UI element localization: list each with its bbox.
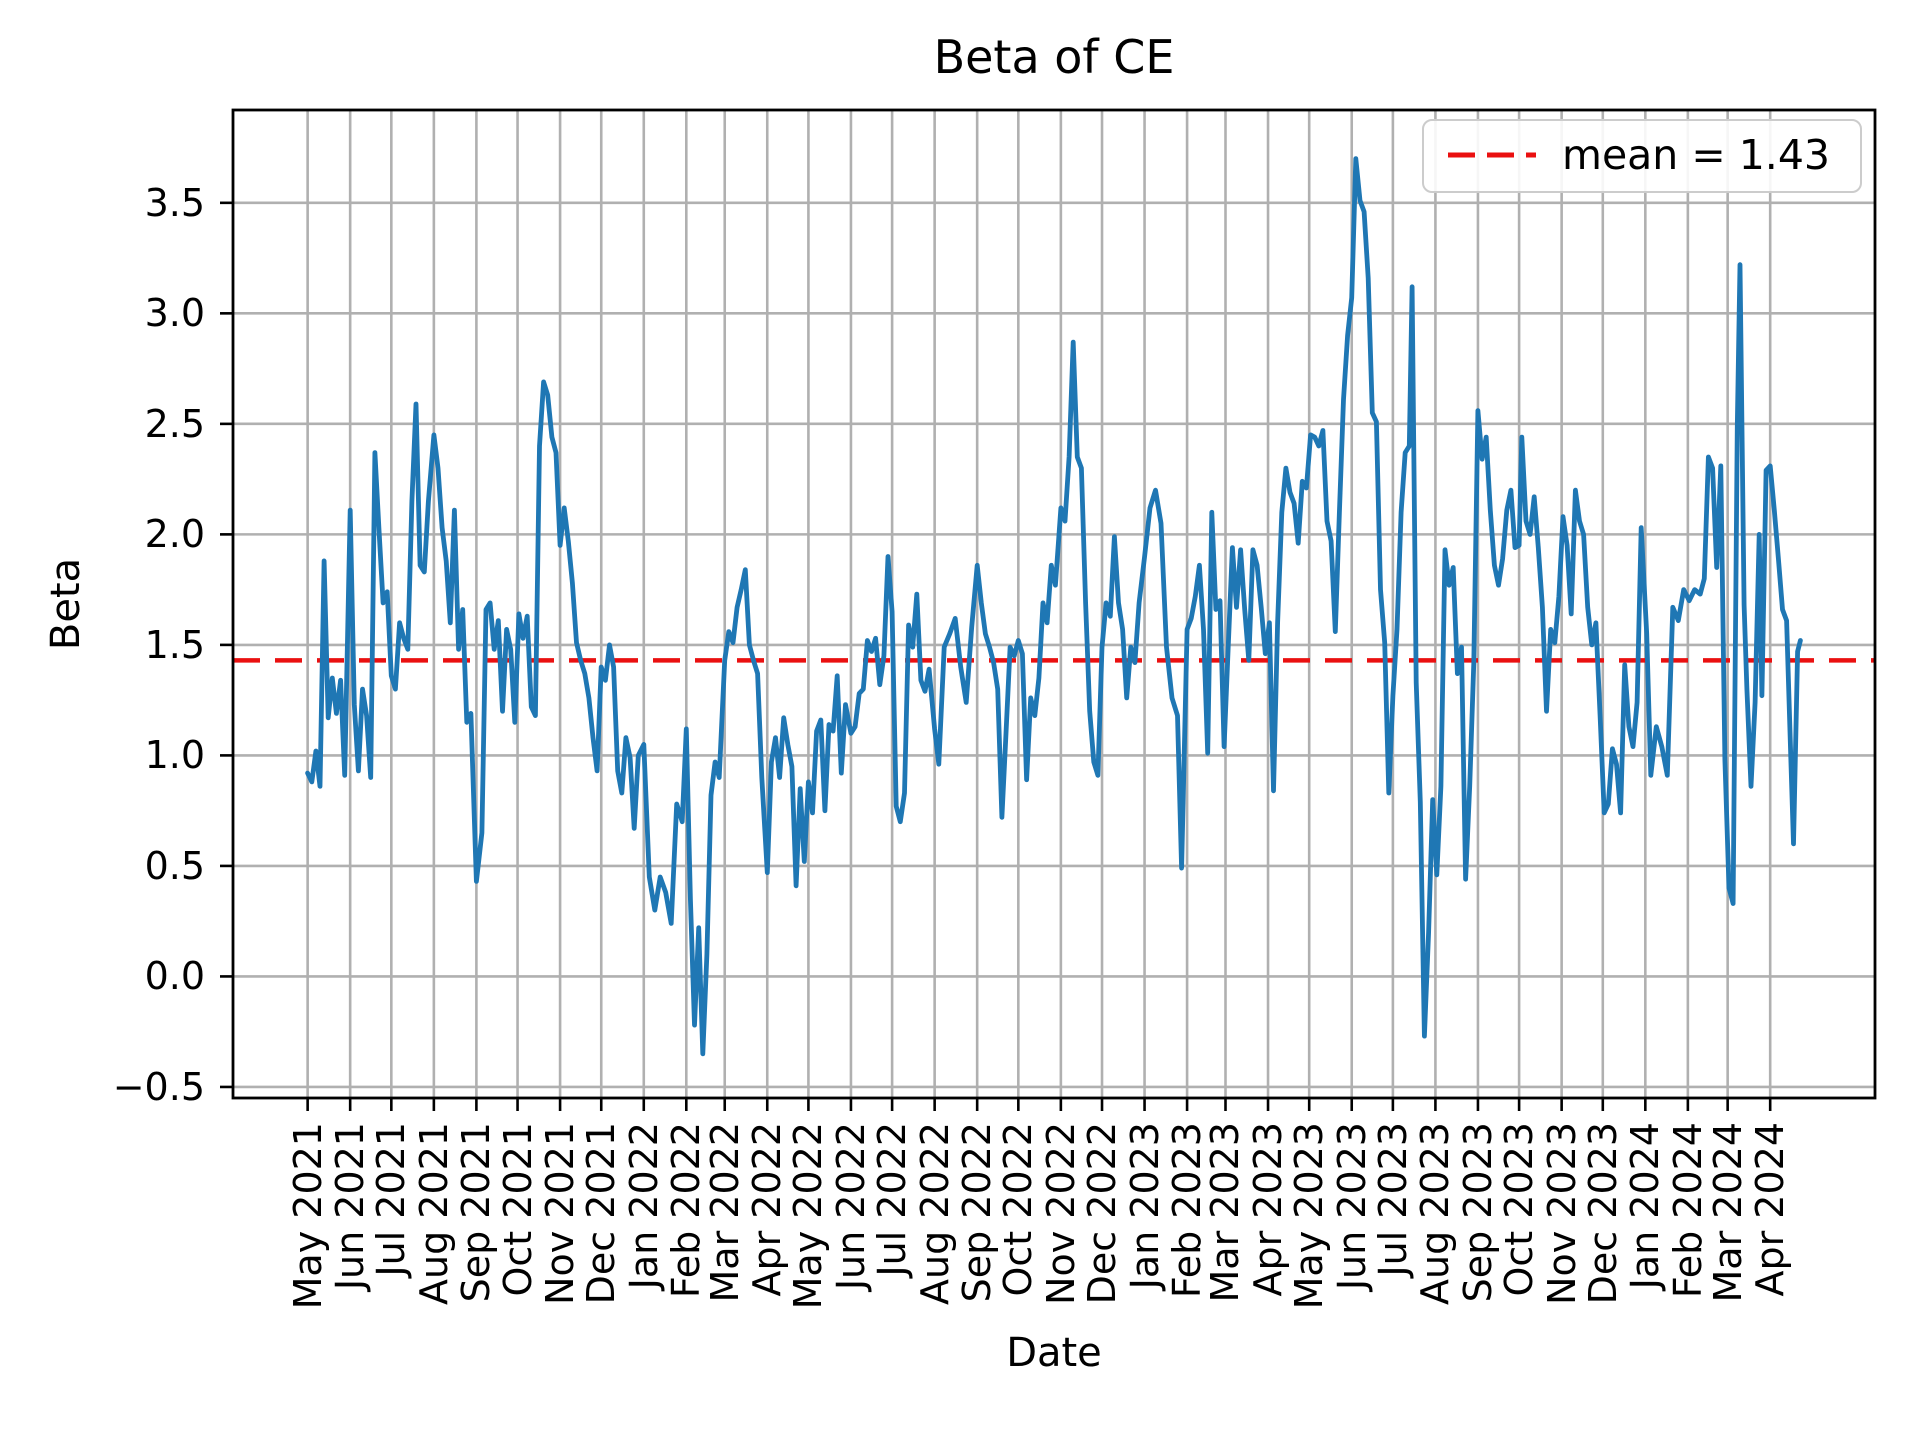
x-tick-label: Dec 2021	[579, 1122, 624, 1305]
y-tick-label: 0.5	[144, 843, 205, 888]
x-tick-label: Apr 2023	[1246, 1122, 1291, 1297]
chart-title: Beta of CE	[933, 30, 1175, 84]
x-tick-label: Feb 2024	[1665, 1122, 1710, 1299]
y-tick-label: 0.0	[144, 954, 205, 999]
x-tick-label: Sep 2022	[955, 1122, 1000, 1303]
x-tick-label: Aug 2022	[912, 1122, 957, 1305]
x-tick-label: Feb 2023	[1165, 1122, 1210, 1299]
x-tick-label: Sep 2021	[454, 1122, 499, 1303]
x-tick-label: Dec 2023	[1580, 1122, 1625, 1305]
legend-dash-icon	[1448, 152, 1537, 158]
x-tick-label: Jan 2024	[1623, 1122, 1668, 1290]
x-tick-label: Dec 2022	[1080, 1122, 1125, 1305]
x-tick-label: May 2021	[285, 1122, 330, 1310]
y-tick-label: 3.5	[144, 180, 205, 225]
x-tick-label: Jan 2022	[621, 1122, 666, 1290]
x-tick-label: Jun 2023	[1329, 1122, 1374, 1291]
legend-label: mean = 1.43	[1562, 131, 1830, 179]
beta-series-line	[305, 156, 1803, 1057]
y-tick-label: 1.0	[144, 733, 205, 778]
x-tick-label: Aug 2023	[1413, 1122, 1458, 1305]
legend: mean = 1.43	[1422, 119, 1862, 193]
x-tick-label: Jun 2022	[828, 1122, 873, 1291]
x-tick-label: Jul 2021	[369, 1122, 414, 1277]
axes-spines	[231, 108, 1877, 1100]
x-tick-label: Jul 2022	[870, 1122, 915, 1277]
x-tick-label: Jun 2021	[328, 1122, 373, 1291]
x-tick-label: May 2023	[1287, 1122, 1332, 1310]
y-tick-label: −0.5	[112, 1064, 205, 1109]
x-tick-label: Oct 2021	[495, 1122, 540, 1297]
x-tick-label: Jan 2023	[1122, 1122, 1167, 1290]
x-tick-label: Aug 2021	[411, 1122, 456, 1305]
x-axis-title: Date	[1006, 1330, 1102, 1376]
y-tick-label: 2.0	[144, 512, 205, 557]
y-tick-label: 3.0	[144, 291, 205, 336]
x-tick-label: Nov 2021	[538, 1122, 583, 1305]
x-tick-label: Sep 2023	[1455, 1122, 1500, 1303]
y-tick-label: 1.5	[144, 622, 205, 667]
x-tick-label: Mar 2023	[1203, 1122, 1248, 1303]
x-tick-label: Oct 2023	[1497, 1122, 1542, 1297]
y-tick-label: 2.5	[144, 401, 205, 446]
x-tick-label: Mar 2022	[702, 1122, 747, 1303]
x-tick-label: Nov 2023	[1539, 1122, 1584, 1305]
x-tick-label: Nov 2022	[1038, 1122, 1083, 1305]
x-tick-label: Oct 2022	[996, 1122, 1041, 1297]
x-tick-label: Apr 2022	[745, 1122, 790, 1297]
x-tick-label: Mar 2024	[1705, 1122, 1750, 1303]
x-tick-label: Apr 2024	[1748, 1122, 1793, 1297]
x-tick-label: May 2022	[786, 1122, 831, 1310]
x-tick-label: Feb 2022	[664, 1122, 709, 1299]
x-tick-label: Jul 2023	[1370, 1122, 1415, 1277]
